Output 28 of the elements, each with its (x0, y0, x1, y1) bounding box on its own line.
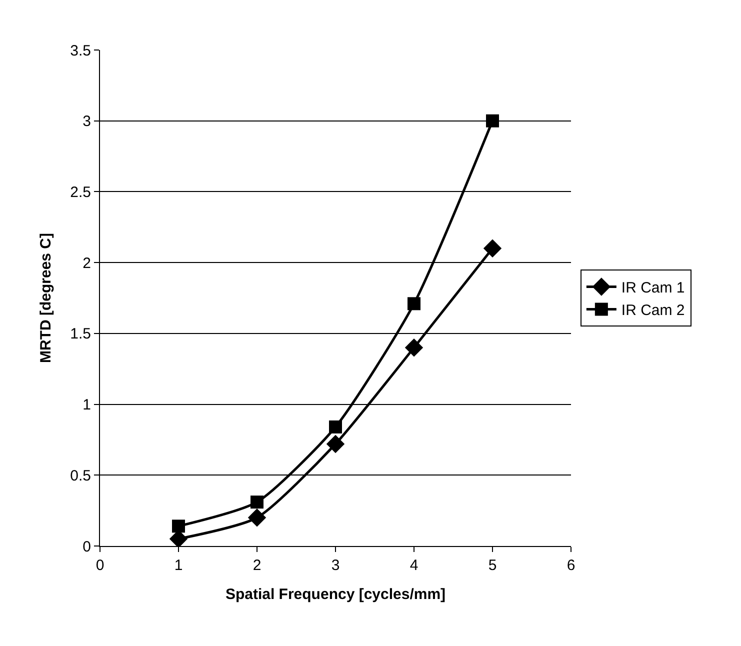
y-axis-title: MRTD [degrees C] (37, 232, 54, 364)
y-tick-label: 2 (82, 254, 91, 272)
point (483, 239, 502, 258)
point (172, 520, 185, 533)
point (250, 496, 264, 509)
y-tick-label: 3.5 (70, 42, 91, 60)
y-tick-label: 1.5 (70, 326, 91, 343)
y-tick-label: 3 (82, 113, 91, 130)
point (329, 420, 342, 434)
point (404, 338, 424, 357)
x-tick-label: 6 (566, 557, 576, 574)
point (248, 508, 266, 527)
y-tick-label: 0.5 (70, 467, 91, 484)
x-tick-label: 1 (174, 557, 183, 574)
x-tick-label: 0 (96, 557, 104, 574)
x-tick-label: 2 (252, 557, 262, 574)
y-tick-label: 1 (82, 396, 91, 414)
x-tick-label: 4 (410, 557, 418, 574)
x-axis-title: Spatial Frequency [cycles/mm] (225, 586, 446, 603)
point (408, 297, 420, 310)
x-tick-label: 5 (488, 557, 497, 574)
point (486, 114, 499, 128)
y-tick-label: 0 (82, 538, 91, 556)
x-tick-label: 3 (331, 557, 340, 574)
legend-label: IR Cam 1 (621, 280, 685, 297)
point (326, 434, 345, 454)
y-tick-label: 2.5 (70, 184, 91, 201)
legend-label: IR Cam 2 (621, 302, 685, 320)
